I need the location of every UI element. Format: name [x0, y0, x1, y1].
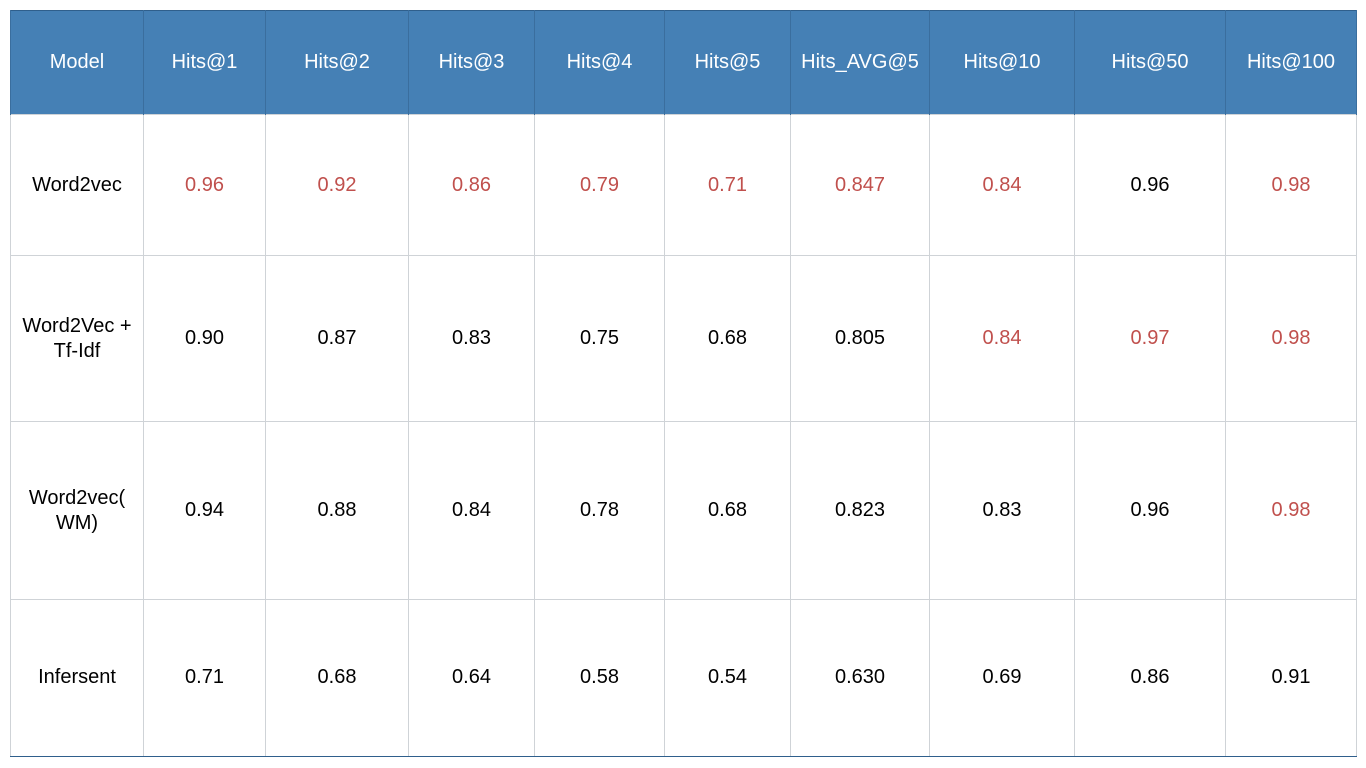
- best-value-cell: 0.79: [534, 113, 665, 257]
- best-value-cell: 0.71: [664, 113, 791, 257]
- column-header: Hits@10: [929, 10, 1075, 115]
- results-table: Model Hits@1 Hits@2 Hits@3 Hits@4 Hits@5 Hits_…: [10, 10, 1357, 758]
- model-name-cell: Word2Vec + Tf-Idf: [10, 255, 144, 423]
- model-name-cell: Word2vec: [10, 113, 144, 257]
- best-value-cell: 0.98: [1225, 421, 1357, 600]
- column-header: Hits@100: [1225, 10, 1357, 115]
- header-row: Model Hits@1 Hits@2 Hits@3 Hits@4 Hits@5 Hits_…: [10, 10, 1357, 115]
- best-value-cell: 0.92: [265, 113, 409, 257]
- value-cell: 0.87: [265, 255, 409, 423]
- value-cell: 0.88: [265, 421, 409, 600]
- value-cell: 0.805: [790, 255, 930, 423]
- column-header: Hits_AVG@5: [790, 10, 930, 115]
- value-cell: 0.69: [929, 598, 1075, 758]
- column-header: Hits@50: [1074, 10, 1226, 115]
- table-row: Word2Vec + Tf-Idf 0.90 0.87 0.83 0.75 0.68 0.8…: [10, 255, 1357, 423]
- value-cell: 0.86: [1074, 598, 1226, 758]
- table-row: Infersent 0.71 0.68 0.64 0.58 0.54 0.630 0.69 0.…: [10, 598, 1357, 758]
- column-header: Model: [10, 10, 144, 115]
- table-body: Word2vec 0.96 0.92 0.86 0.79 0.71 0.847 0.84 0.9…: [10, 113, 1357, 758]
- value-cell: 0.91: [1225, 598, 1357, 758]
- value-cell: 0.54: [664, 598, 791, 758]
- value-cell: 0.94: [143, 421, 266, 600]
- best-value-cell: 0.98: [1225, 113, 1357, 257]
- table-row: Word2vec 0.96 0.92 0.86 0.79 0.71 0.847 0.84 0.9…: [10, 113, 1357, 257]
- best-value-cell: 0.98: [1225, 255, 1357, 423]
- value-cell: 0.64: [408, 598, 535, 758]
- value-cell: 0.96: [1074, 421, 1226, 600]
- best-value-cell: 0.97: [1074, 255, 1226, 423]
- column-header: Hits@1: [143, 10, 266, 115]
- best-value-cell: 0.847: [790, 113, 930, 257]
- best-value-cell: 0.96: [143, 113, 266, 257]
- column-header: Hits@4: [534, 10, 665, 115]
- column-header: Hits@2: [265, 10, 409, 115]
- value-cell: 0.78: [534, 421, 665, 600]
- table-row: Word2vec( WM) 0.94 0.88 0.84 0.78 0.68 0.823 0.…: [10, 421, 1357, 600]
- model-name-cell: Word2vec( WM): [10, 421, 144, 600]
- best-value-cell: 0.84: [929, 255, 1075, 423]
- value-cell: 0.68: [664, 255, 791, 423]
- value-cell: 0.90: [143, 255, 266, 423]
- value-cell: 0.96: [1074, 113, 1226, 257]
- value-cell: 0.83: [929, 421, 1075, 600]
- value-cell: 0.75: [534, 255, 665, 423]
- value-cell: 0.83: [408, 255, 535, 423]
- value-cell: 0.68: [664, 421, 791, 600]
- value-cell: 0.58: [534, 598, 665, 758]
- table-header: Model Hits@1 Hits@2 Hits@3 Hits@4 Hits@5 Hits_…: [10, 10, 1357, 115]
- value-cell: 0.68: [265, 598, 409, 758]
- value-cell: 0.823: [790, 421, 930, 600]
- value-cell: 0.84: [408, 421, 535, 600]
- model-name-cell: Infersent: [10, 598, 144, 758]
- best-value-cell: 0.86: [408, 113, 535, 257]
- value-cell: 0.71: [143, 598, 266, 758]
- column-header: Hits@3: [408, 10, 535, 115]
- best-value-cell: 0.84: [929, 113, 1075, 257]
- column-header: Hits@5: [664, 10, 791, 115]
- value-cell: 0.630: [790, 598, 930, 758]
